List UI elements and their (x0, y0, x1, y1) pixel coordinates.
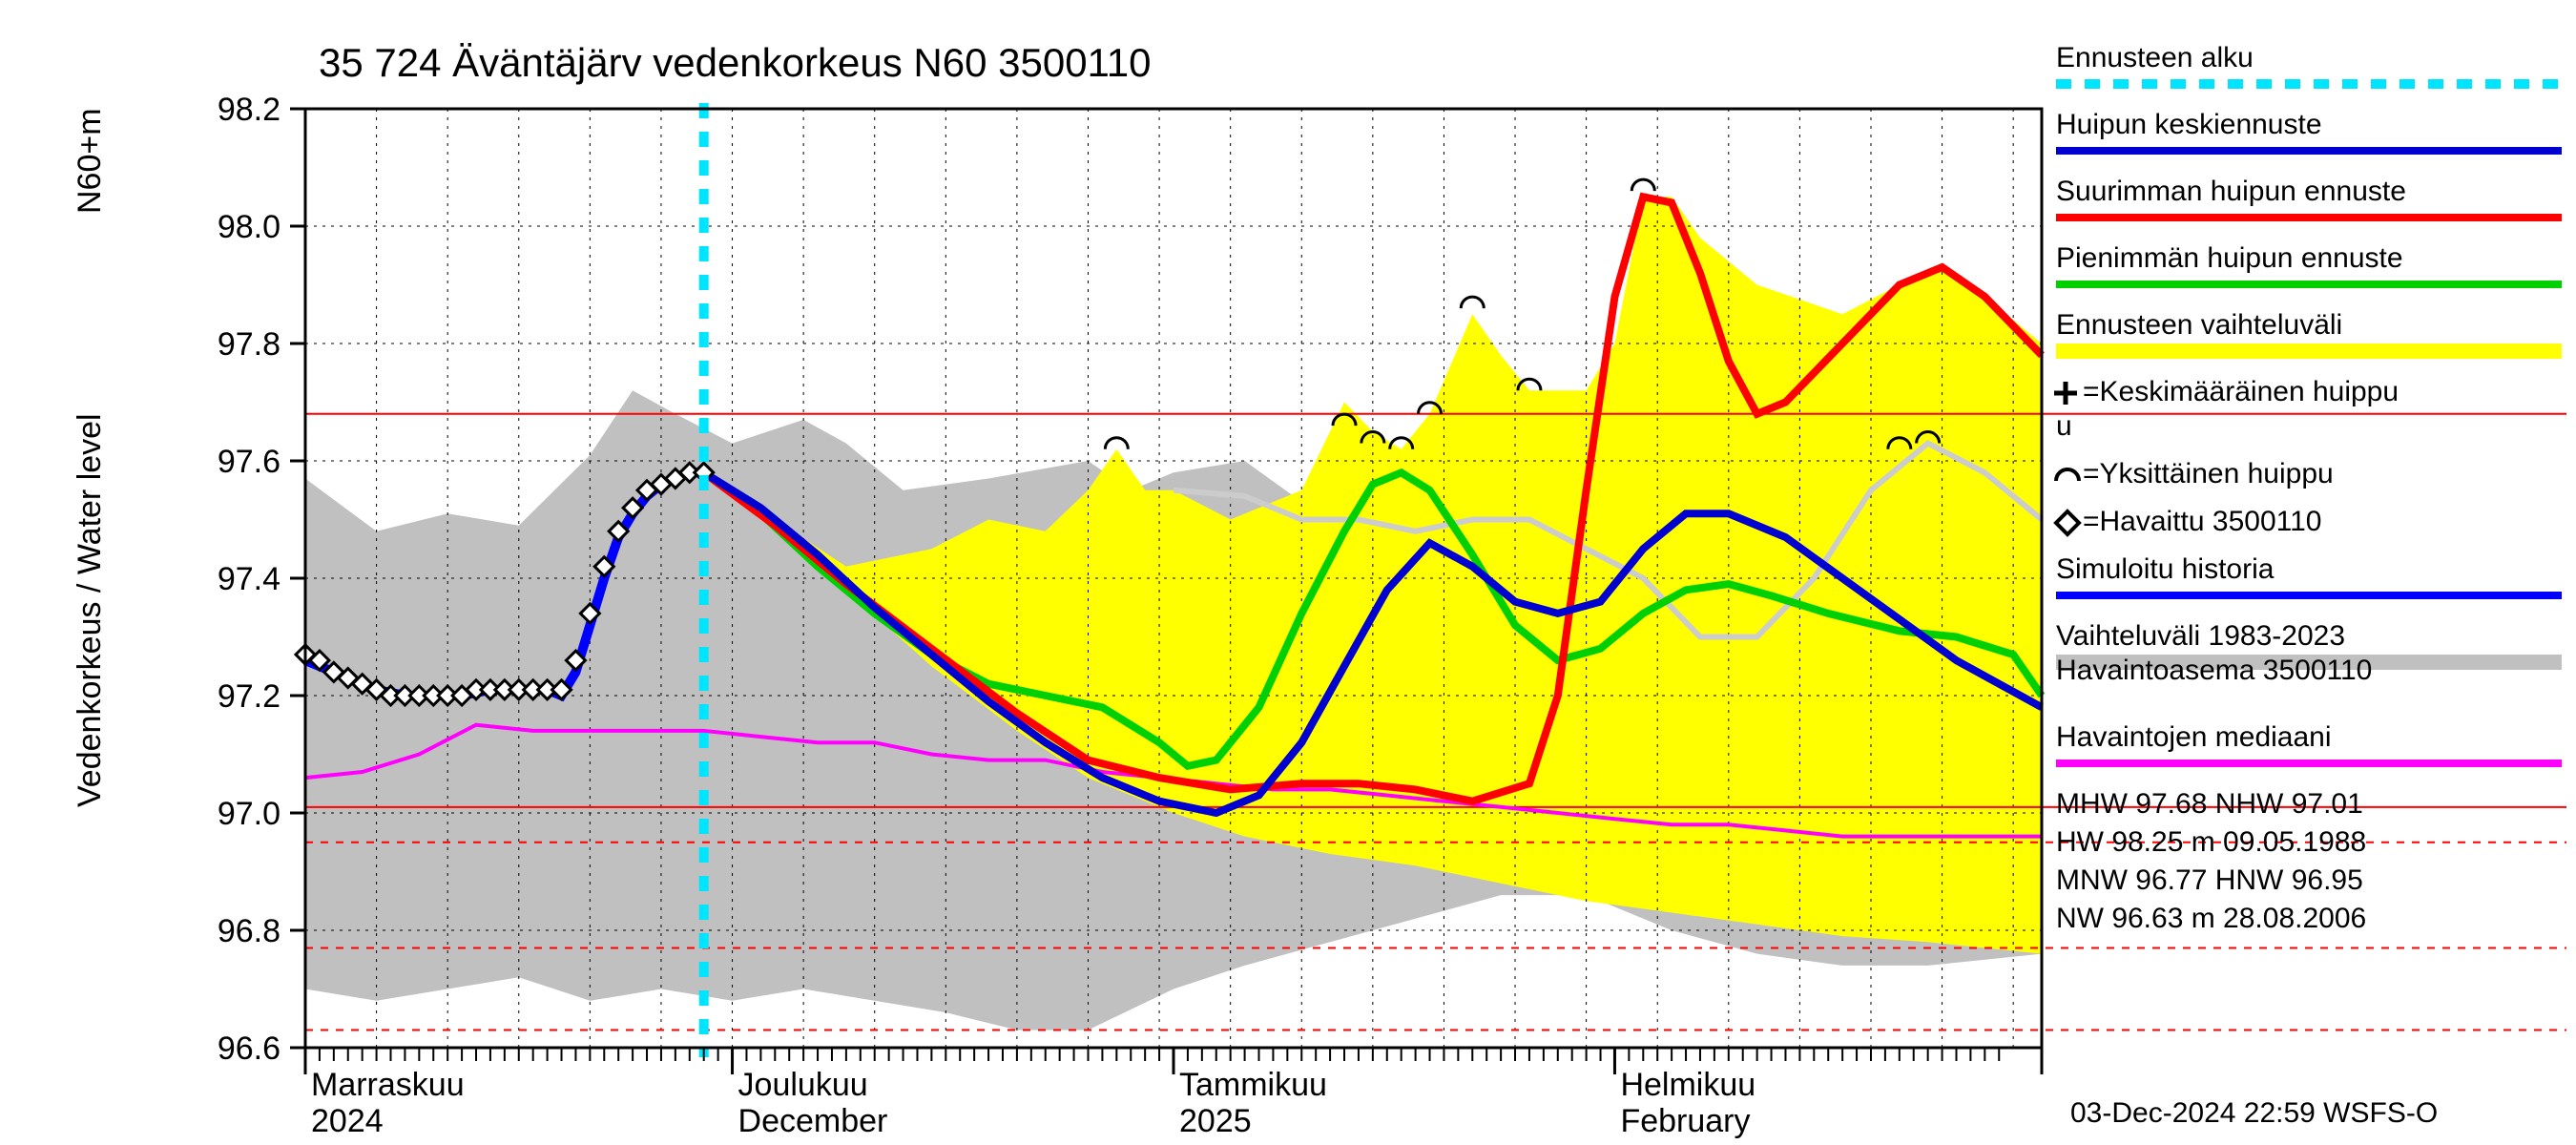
svg-text:Ennusteen vaihteluväli: Ennusteen vaihteluväli (2056, 309, 2342, 341)
x-month-sublabel: December (738, 1103, 888, 1139)
x-month-sublabel: 2025 (1179, 1103, 1252, 1139)
timestamp: 03-Dec-2024 22:59 WSFS-O (2070, 1097, 2438, 1129)
y-tick-label: 98.2 (218, 92, 280, 128)
x-month-label: Joulukuu (738, 1067, 868, 1103)
svg-text:MHW 97.68 NHW 97.01: MHW 97.68 NHW 97.01 (2056, 788, 2363, 820)
svg-text:HW 98.25 m 09.05.1988: HW 98.25 m 09.05.1988 (2056, 826, 2366, 858)
y-tick-label: 98.0 (218, 209, 280, 245)
svg-text:Havaintoasema 3500110: Havaintoasema 3500110 (2056, 655, 2372, 686)
y-tick-label: 97.4 (218, 561, 280, 597)
x-month-label: Tammikuu (1179, 1067, 1327, 1103)
svg-text:Pienimmän huipun ennuste: Pienimmän huipun ennuste (2056, 242, 2403, 274)
svg-text:MNW 96.77 HNW 96.95: MNW 96.77 HNW 96.95 (2056, 864, 2363, 896)
y-axis-label: Vedenkorkeus / Water level (72, 413, 108, 807)
svg-text:Huipun keskiennuste: Huipun keskiennuste (2056, 109, 2322, 140)
x-month-sublabel: 2024 (311, 1103, 384, 1139)
y-axis-unit: N60+m (72, 108, 108, 214)
x-month-sublabel: February (1620, 1103, 1750, 1139)
svg-text:Vaihteluväli 1983-2023: Vaihteluväli 1983-2023 (2056, 620, 2345, 652)
x-month-label: Marraskuu (311, 1067, 465, 1103)
x-month-label: Helmikuu (1620, 1067, 1755, 1103)
svg-text:Havaintojen mediaani: Havaintojen mediaani (2056, 721, 2332, 753)
svg-text:Suurimman huipun ennuste: Suurimman huipun ennuste (2056, 176, 2406, 207)
svg-text:=Yksittäinen huippu: =Yksittäinen huippu (2083, 458, 2334, 489)
y-tick-label: 97.8 (218, 326, 280, 363)
svg-text:u: u (2056, 410, 2072, 442)
svg-text:Ennusteen alku: Ennusteen alku (2056, 42, 2254, 73)
y-tick-label: 96.8 (218, 913, 280, 949)
svg-text:=Keskimääräinen huippu: =Keskimääräinen huippu (2083, 376, 2399, 407)
y-tick-label: 97.2 (218, 678, 280, 715)
water-level-chart: 96.6 96.8 97.0 97.2 97.4 97.6 97.8 98.0 98.2 Marr… (0, 0, 2576, 1145)
svg-text:NW 96.63 m 28.08.2006: NW 96.63 m 28.08.2006 (2056, 903, 2366, 934)
svg-text:=Havaittu 3500110: =Havaittu 3500110 (2083, 506, 2321, 537)
chart-title: 35 724 Äväntäjärv vedenkorkeus N60 35001… (319, 40, 1152, 85)
y-tick-label: 97.6 (218, 444, 280, 480)
y-tick-label: 96.6 (218, 1030, 280, 1067)
svg-text:Simuloitu historia: Simuloitu historia (2056, 553, 2275, 585)
y-tick-label: 97.0 (218, 796, 280, 832)
